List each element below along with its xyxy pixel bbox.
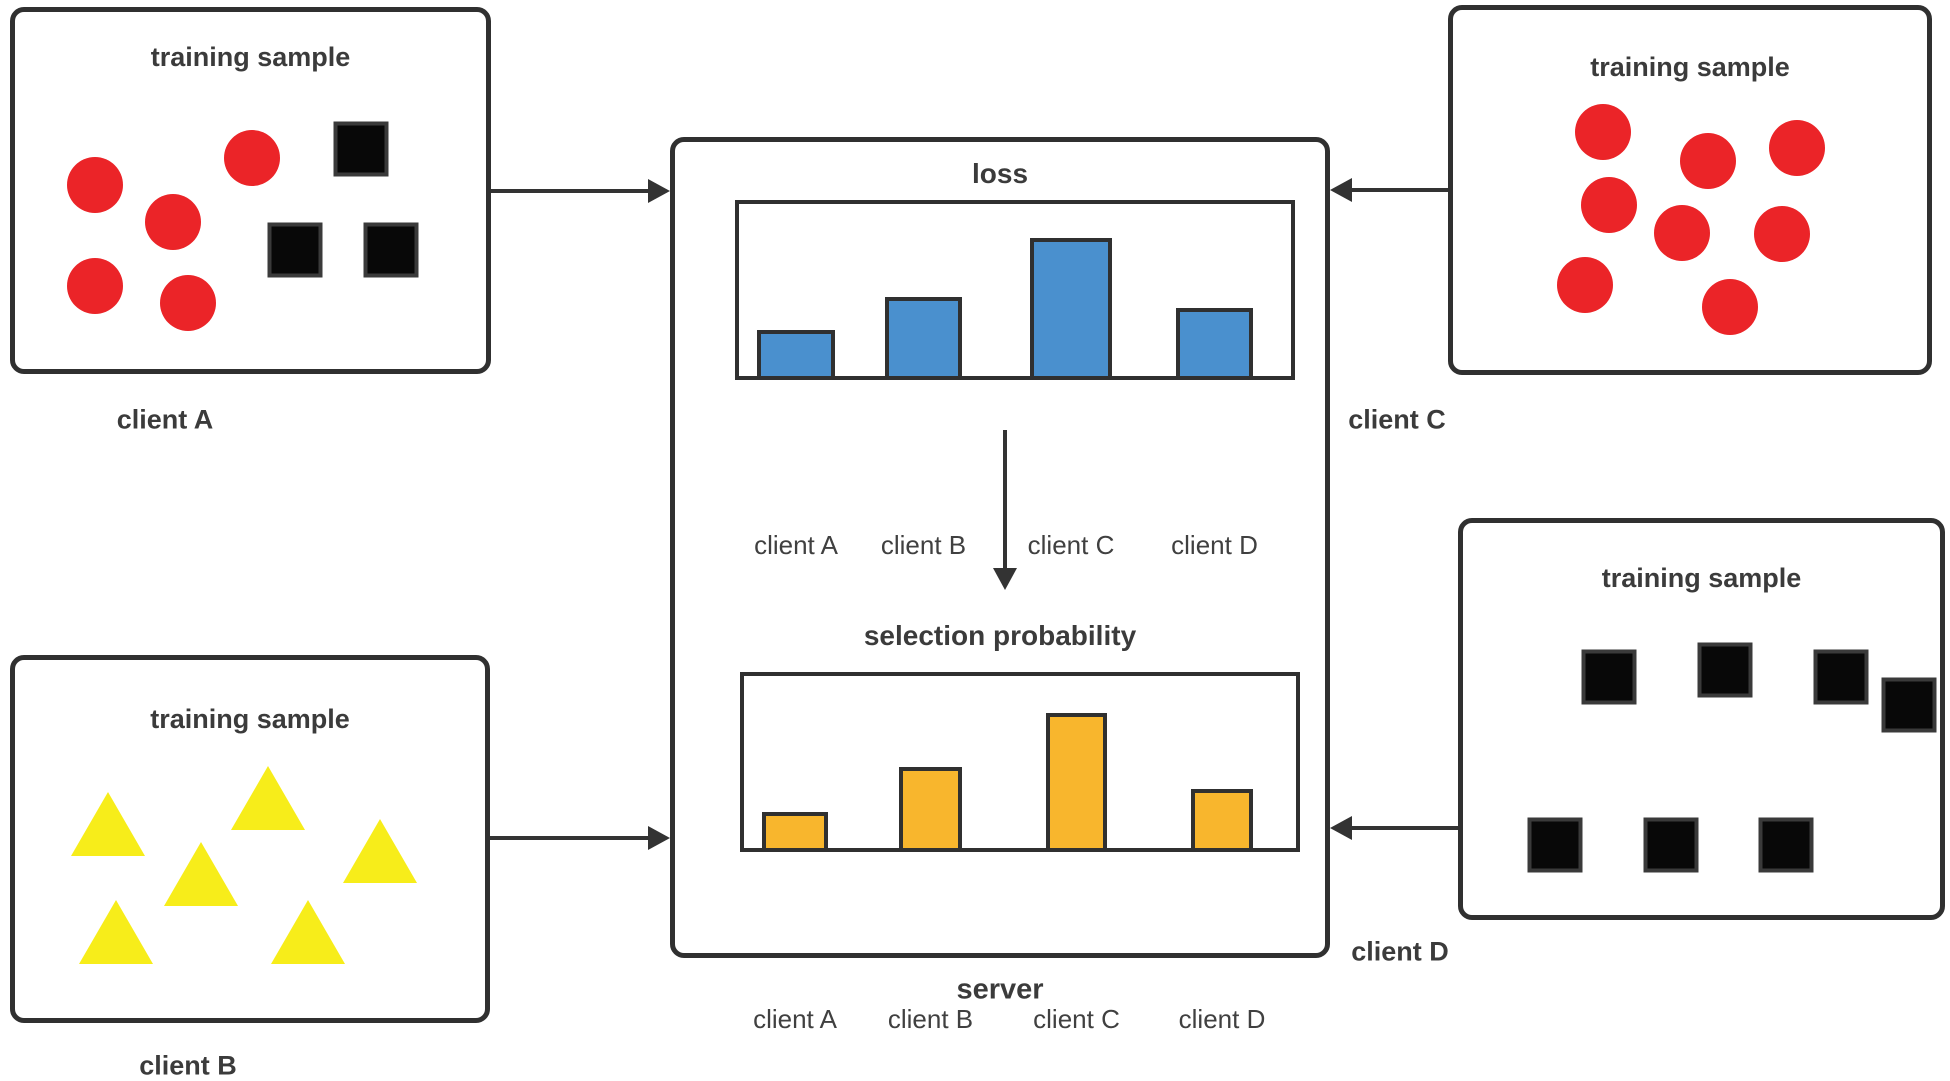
- client-d-box: training sample: [1458, 518, 1945, 920]
- loss-chart-title: loss: [971, 158, 1029, 189]
- axis-tick-label: client A: [753, 1004, 837, 1034]
- triangle-sample: [79, 900, 153, 964]
- circle-sample: [1581, 177, 1637, 233]
- circle-sample: [67, 157, 123, 213]
- circle-sample: [160, 275, 216, 331]
- circle-sample: [1754, 206, 1810, 262]
- axis-tick-label: client B: [887, 1004, 974, 1034]
- square-sample: [333, 121, 389, 177]
- client-b-samples: [15, 660, 485, 1018]
- square-sample: [1881, 677, 1937, 733]
- client-c-box: training sample: [1448, 5, 1932, 375]
- triangle-sample: [343, 819, 417, 883]
- square-sample: [1527, 817, 1583, 873]
- loss-chart-frame-bar-3: [1030, 238, 1112, 380]
- axis-tick-label: client C: [1033, 1004, 1120, 1034]
- axis-tick-label: client B: [880, 530, 967, 560]
- server-box: loss client A client B client C client D se…: [670, 137, 1330, 1034]
- client-a-label: client A: [116, 404, 214, 435]
- selection-probability-chart-frame-bar-3: [1046, 713, 1107, 852]
- loss-chart-frame-bar-1: [757, 330, 835, 380]
- client-d-label: client D: [1351, 936, 1449, 967]
- selection-probability-chart-title: selection probability: [863, 620, 1137, 651]
- client-d-samples: [1463, 523, 1940, 915]
- loss-chart-frame-bar-4: [1176, 308, 1253, 380]
- client-b-label: client B: [139, 1050, 237, 1081]
- client-c-label: client C: [1348, 404, 1446, 435]
- square-sample: [363, 222, 419, 278]
- selection-probability-chart-frame: [740, 672, 1300, 852]
- loss-chart-frame: [735, 200, 1295, 380]
- selection-probability-chart-ticks: client A client B client C client D: [744, 1004, 1304, 1034]
- circle-sample: [145, 194, 201, 250]
- selection-probability-chart-frame-bar-1: [762, 812, 828, 852]
- axis-tick-label: client C: [1027, 530, 1115, 560]
- client-d-box-title: training sample: [1601, 563, 1802, 593]
- client-a-box-title: training sample: [150, 42, 351, 72]
- circle-sample: [1654, 205, 1710, 261]
- circle-sample: [1575, 104, 1631, 160]
- square-sample: [1758, 817, 1814, 873]
- circle-sample: [1680, 133, 1736, 189]
- square-sample: [1813, 649, 1869, 705]
- client-b-box-title: training sample: [150, 704, 350, 734]
- loss-chart-frame-bar-2: [885, 297, 962, 380]
- axis-tick-label: client A: [754, 530, 838, 560]
- client-c-box-title: training sample: [1590, 52, 1790, 82]
- square-sample: [267, 222, 323, 278]
- square-sample: [1697, 642, 1753, 698]
- client-b-box: training sample: [10, 655, 490, 1023]
- axis-tick-label: client D: [1178, 1004, 1266, 1034]
- triangle-sample: [164, 842, 238, 906]
- loss-chart-ticks: client A client B client C client D: [739, 530, 1299, 560]
- square-sample: [1581, 649, 1637, 705]
- client-a-samples: [15, 12, 486, 369]
- client-a-box: training sample: [10, 7, 491, 374]
- circle-sample: [67, 258, 123, 314]
- circle-sample: [224, 130, 280, 186]
- selection-probability-chart-frame-bar-4: [1191, 789, 1253, 852]
- triangle-sample: [271, 900, 345, 964]
- server-label: server: [956, 973, 1044, 1006]
- square-sample: [1643, 817, 1699, 873]
- triangle-sample: [231, 766, 305, 830]
- circle-sample: [1769, 120, 1825, 176]
- selection-probability-chart-frame-bar-2: [899, 767, 962, 852]
- triangle-sample: [71, 792, 145, 856]
- circle-sample: [1702, 279, 1758, 335]
- axis-tick-label: client D: [1171, 530, 1258, 560]
- client-c-samples: [1453, 10, 1927, 370]
- circle-sample: [1557, 257, 1613, 313]
